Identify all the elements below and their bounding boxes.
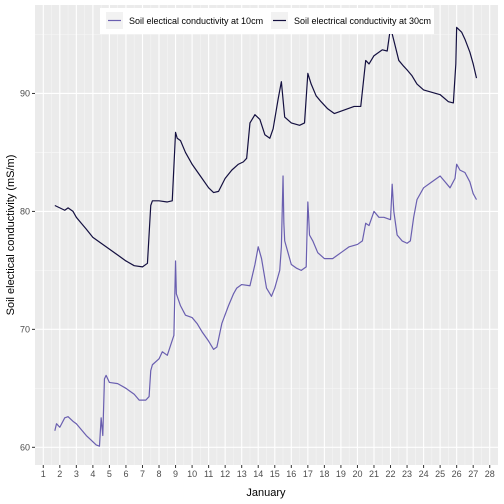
x-tick-label: 15: [270, 469, 280, 479]
x-tick-label: 14: [253, 469, 263, 479]
grid-minor: [35, 5, 498, 465]
y-tick-label: 80: [20, 206, 30, 216]
x-tick-label: 9: [173, 469, 178, 479]
y-tick-label: 70: [20, 324, 30, 334]
x-tick-label: 11: [204, 469, 213, 479]
y-axis: 60 70 80 90: [20, 88, 35, 452]
x-tick-label: 3: [74, 469, 79, 479]
legend-box: [100, 8, 434, 34]
x-tick-label: 21: [369, 469, 379, 479]
x-tick-label: 10: [187, 469, 197, 479]
x-tick-label: 28: [485, 469, 495, 479]
y-tick-label: 60: [20, 442, 30, 452]
x-tick-label: 2: [57, 469, 62, 479]
legend: Soil electical conductivity at 10cm Soil…: [100, 8, 434, 34]
x-tick-label: 23: [402, 469, 412, 479]
x-tick-label: 1: [41, 469, 46, 479]
x-tick-label: 8: [157, 469, 162, 479]
x-axis: 1 2 3 4 5 6 7 8 9 10 11 12 13 14 15 16 17 18 19 20 21 22 23 24 2…: [41, 465, 495, 479]
x-tick-label: 13: [237, 469, 247, 479]
x-tick-label: 27: [468, 469, 478, 479]
y-axis-title: Soil electical conductivity (mS/m): [5, 155, 17, 316]
x-tick-label: 4: [90, 469, 95, 479]
x-tick-label: 6: [123, 469, 128, 479]
x-tick-label: 19: [336, 469, 346, 479]
series-line-0: [54, 163, 478, 447]
x-tick-label: 24: [419, 469, 429, 479]
x-tick-label: 17: [303, 469, 313, 479]
legend-label-30cm: Soil electrical conductivity at 30cm: [294, 16, 431, 26]
x-tick-label: 12: [220, 469, 230, 479]
x-tick-label: 16: [286, 469, 296, 479]
x-tick-label: 5: [107, 469, 112, 479]
x-tick-label: 25: [435, 469, 445, 479]
x-tick-label: 20: [352, 469, 362, 479]
x-tick-label: 26: [452, 469, 462, 479]
y-tick-label: 90: [20, 88, 30, 98]
x-tick-label: 7: [140, 469, 145, 479]
x-axis-title: January: [246, 487, 286, 499]
legend-label-10cm: Soil electical conductivity at 10cm: [129, 16, 263, 26]
series-layer: [54, 26, 478, 447]
x-tick-label: 22: [386, 469, 396, 479]
series-line-1: [54, 26, 478, 268]
x-tick-label: 18: [319, 469, 329, 479]
